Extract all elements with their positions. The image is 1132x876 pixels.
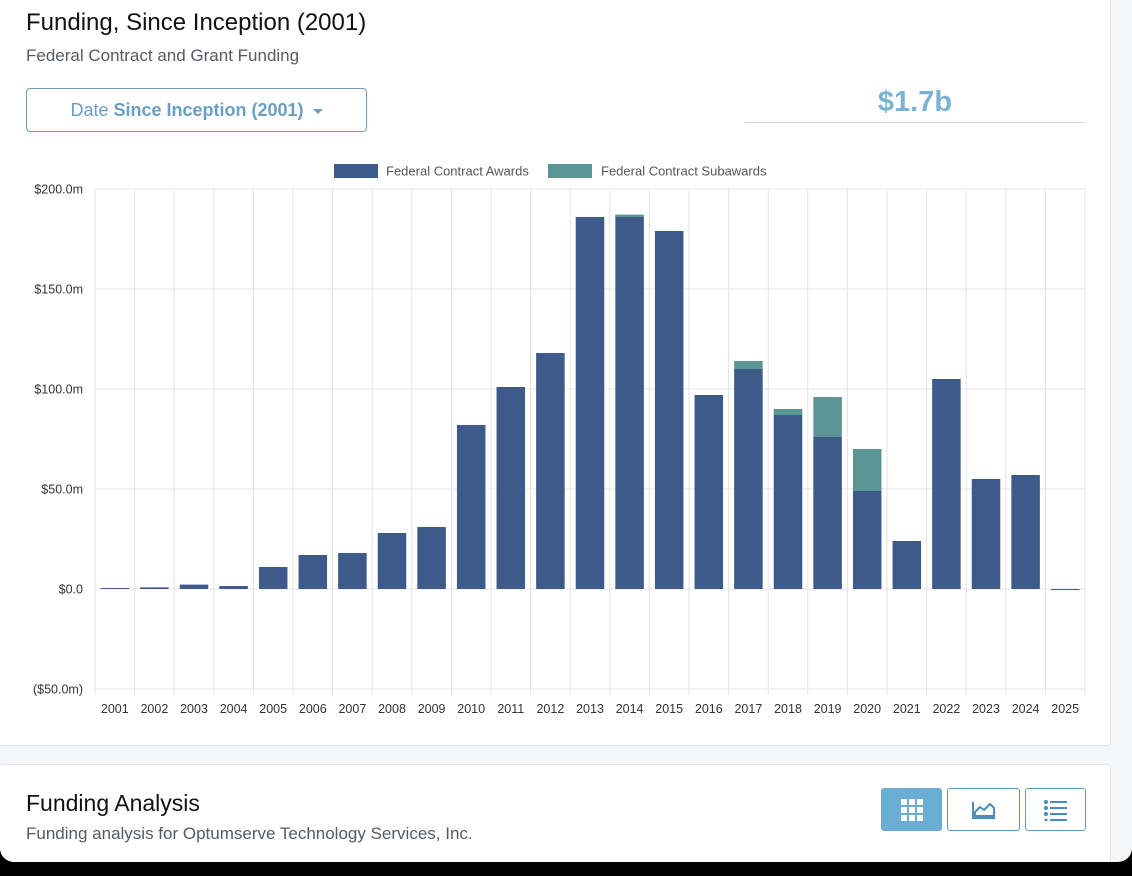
bar-subawards bbox=[813, 397, 842, 437]
x-tick-label: 2013 bbox=[576, 702, 604, 716]
bar-subawards bbox=[734, 361, 763, 369]
x-tick-label: 2025 bbox=[1051, 702, 1079, 716]
date-filter-dropdown[interactable]: Date Since Inception (2001) bbox=[26, 88, 367, 132]
x-tick-label: 2023 bbox=[972, 702, 1000, 716]
bar-subawards bbox=[773, 409, 803, 415]
bar-awards bbox=[773, 415, 803, 589]
list-view-button[interactable] bbox=[1025, 788, 1086, 831]
bar-awards bbox=[377, 533, 407, 589]
total-funding: $1.7b bbox=[745, 86, 1085, 123]
x-tick-label: 2007 bbox=[338, 702, 366, 716]
x-tick-label: 2001 bbox=[101, 702, 129, 716]
page-title: Funding, Since Inception (2001) bbox=[26, 9, 367, 36]
x-tick-label: 2017 bbox=[734, 702, 762, 716]
bar-awards bbox=[140, 587, 169, 589]
bar-awards bbox=[892, 541, 922, 589]
bar-awards bbox=[1050, 589, 1080, 590]
x-tick-label: 2015 bbox=[655, 702, 683, 716]
y-tick-label: $0.0 bbox=[59, 583, 83, 597]
legend-swatch bbox=[548, 164, 592, 178]
x-tick-label: 2012 bbox=[536, 702, 564, 716]
x-tick-label: 2005 bbox=[259, 702, 287, 716]
grid-icon bbox=[900, 798, 923, 821]
list-icon bbox=[1043, 799, 1067, 821]
chart-legend: Federal Contract Awards Federal Contract … bbox=[334, 164, 767, 179]
bar-awards bbox=[456, 425, 486, 589]
x-tick-label: 2016 bbox=[695, 702, 723, 716]
funding-chart: Federal Contract Awards Federal Contract … bbox=[33, 164, 1086, 716]
bar-awards bbox=[654, 231, 684, 589]
x-tick-label: 2020 bbox=[853, 702, 881, 716]
y-tick-label: $200.0m bbox=[34, 183, 83, 197]
x-tick-label: 2003 bbox=[180, 702, 208, 716]
x-tick-label: 2009 bbox=[418, 702, 446, 716]
chart-grid bbox=[94, 188, 1086, 695]
x-tick-label: 2011 bbox=[497, 702, 524, 716]
bar-awards bbox=[852, 491, 882, 589]
bar-awards bbox=[734, 369, 763, 589]
x-tick-label: 2010 bbox=[457, 702, 485, 716]
x-tick-label: 2002 bbox=[140, 702, 168, 716]
bar-awards bbox=[536, 353, 565, 589]
date-filter-value: Since Inception (2001) bbox=[113, 99, 304, 120]
bar-awards bbox=[694, 395, 724, 589]
x-tick-label: 2021 bbox=[893, 702, 921, 716]
y-axis: $200.0m $150.0m $100.0m $50.0m $0.0 ($50.0m) bbox=[33, 183, 83, 697]
funding-analysis-title: Funding Analysis bbox=[26, 790, 200, 816]
date-filter-prefix: Date bbox=[70, 99, 109, 120]
area-chart-icon bbox=[971, 801, 995, 819]
bar-awards bbox=[417, 527, 446, 589]
bar-awards bbox=[100, 588, 130, 589]
bar-awards bbox=[258, 567, 288, 589]
legend-label: Federal Contract Subawards bbox=[601, 164, 767, 179]
funding-analysis-subtitle: Funding analysis for Optumserve Technolo… bbox=[26, 824, 473, 843]
x-axis: 2001 2002 2003 2004 2005 2006 2007 2008 2009 2010… bbox=[101, 702, 1079, 716]
y-tick-label: $150.0m bbox=[34, 283, 83, 297]
x-tick-label: 2006 bbox=[299, 702, 327, 716]
bar-awards bbox=[971, 479, 1001, 589]
x-tick-label: 2004 bbox=[220, 702, 248, 716]
bar-awards bbox=[179, 584, 209, 589]
bar-awards bbox=[575, 217, 605, 589]
x-tick-label: 2014 bbox=[616, 702, 644, 716]
bar-awards bbox=[813, 437, 842, 589]
x-tick-label: 2024 bbox=[1012, 702, 1040, 716]
bar-awards bbox=[219, 586, 248, 589]
grid-view-button[interactable] bbox=[881, 788, 942, 831]
area-chart-view-button[interactable] bbox=[947, 788, 1020, 831]
bar-awards bbox=[338, 553, 367, 589]
bar-awards bbox=[1011, 475, 1040, 589]
bar-subawards bbox=[852, 449, 882, 491]
x-tick-label: 2019 bbox=[814, 702, 842, 716]
bar-awards bbox=[496, 387, 526, 589]
legend-swatch bbox=[334, 164, 378, 178]
x-tick-label: 2018 bbox=[774, 702, 802, 716]
bar-awards bbox=[298, 555, 328, 589]
x-tick-label: 2022 bbox=[932, 702, 960, 716]
page-subtitle: Federal Contract and Grant Funding bbox=[26, 46, 300, 65]
bar-subawards bbox=[615, 214, 644, 217]
chart-bars bbox=[100, 214, 1080, 590]
bar-awards bbox=[932, 379, 961, 589]
caret-down-icon bbox=[312, 108, 323, 114]
x-tick-label: 2008 bbox=[378, 702, 406, 716]
y-tick-label: $50.0m bbox=[41, 483, 83, 497]
y-tick-label: ($50.0m) bbox=[33, 683, 83, 697]
legend-label: Federal Contract Awards bbox=[386, 164, 529, 179]
bar-awards bbox=[615, 217, 644, 589]
y-tick-label: $100.0m bbox=[34, 383, 83, 397]
